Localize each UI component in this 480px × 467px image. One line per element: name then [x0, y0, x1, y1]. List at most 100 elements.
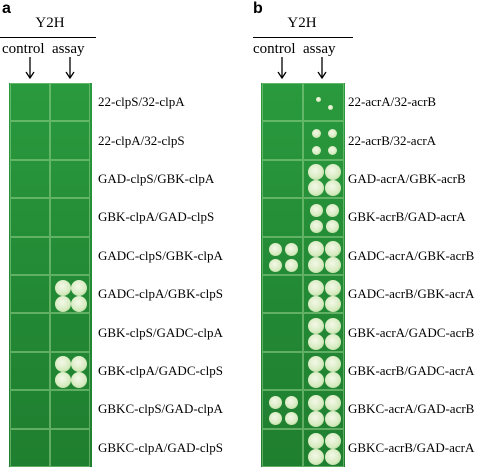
plate-cell-control [10, 390, 50, 429]
plate-cell-control [262, 159, 303, 199]
yeast-colony [324, 180, 341, 197]
yeast-colony [324, 433, 341, 450]
plate-cell-control [262, 198, 303, 237]
plate-cell-control [262, 275, 303, 314]
row-label: GADC-acrA/GBK-acrB [348, 247, 475, 263]
plate-cell-assay [303, 275, 344, 314]
yeast-colony [308, 356, 325, 373]
panel-letter: b [253, 0, 263, 17]
yeast-colony [308, 279, 325, 296]
row-label: GBK-clpA/GADC-clpS [98, 363, 223, 378]
plate-cell-assay [50, 313, 90, 352]
yeast-colony [71, 356, 87, 373]
yeast-colony [71, 279, 87, 296]
yeast-colony [285, 396, 299, 410]
plate-cell-control [10, 275, 50, 314]
yeast-colony [285, 412, 299, 426]
yeast-colony [55, 279, 71, 296]
yeast-colony [311, 129, 321, 139]
yeast-colony [326, 220, 340, 234]
yeast-colony [308, 180, 325, 197]
yeast-colony [308, 372, 325, 389]
row-label: 22-clpS/32-clpA [98, 94, 185, 110]
yeast-colony [324, 295, 341, 312]
row-label: GBK-acrB/GAD-acrA [348, 209, 466, 225]
y2h-header: Y2H [35, 15, 65, 31]
assay-column-label: assay [52, 41, 85, 57]
plate-cell-control [10, 198, 50, 237]
plate-cell-assay [50, 390, 90, 429]
control-column-label: control [253, 41, 296, 57]
plate-cell-assay [303, 236, 344, 275]
yeast-colony [268, 258, 282, 272]
plate-cell-assay [50, 121, 90, 160]
plate-cell-assay [50, 236, 90, 275]
plate-cell-assay [50, 428, 90, 467]
row-label: GAD-clpS/GBK-clpA [98, 171, 215, 186]
yeast-colony [311, 145, 321, 155]
plate-cell-control [10, 313, 50, 352]
plate-cell-control [262, 236, 303, 275]
row-label: GBKC-acrB/GAD-acrA [348, 439, 475, 455]
plate-cell-control [10, 83, 50, 122]
yeast-colony [315, 96, 321, 102]
plate-cell-control [10, 236, 50, 275]
yeast-colony [328, 129, 338, 139]
yeast-plate-image [9, 83, 92, 467]
plate-cell-assay [303, 159, 344, 199]
yeast-colony [324, 279, 341, 296]
yeast-colony [268, 396, 282, 410]
plate-cell-assay [303, 121, 344, 160]
yeast-colony [55, 356, 71, 373]
plate-cell-control [10, 121, 50, 160]
row-label: GBK-clpS/GADC-clpA [98, 324, 223, 340]
plate-cell-control [262, 351, 303, 391]
yeast-colony [324, 372, 341, 389]
header-rule [0, 37, 96, 38]
yeast-colony [324, 449, 341, 466]
panel-letter: a [2, 0, 11, 17]
yeast-colony [324, 241, 341, 258]
plate-cell-assay [303, 428, 344, 467]
yeast-colony [324, 334, 341, 351]
yeast-colony [308, 394, 325, 411]
plate-cell-control [262, 121, 303, 160]
plate-cell-assay [50, 275, 90, 314]
plate-cell-assay [50, 351, 90, 391]
row-label: GBK-clpA/GAD-clpS [98, 209, 215, 225]
yeast-colony [55, 295, 71, 312]
plate-cell-assay [303, 83, 344, 122]
yeast-colony [324, 164, 341, 181]
plate-cell-assay [50, 159, 90, 199]
yeast-colony [324, 317, 341, 334]
down-arrow-icon [277, 57, 287, 79]
down-arrow-icon [65, 57, 75, 79]
down-arrow-icon [317, 57, 327, 79]
plate-cell-assay [303, 390, 344, 429]
yeast-colony [308, 295, 325, 312]
row-label: GADC-clpA/GBK-clpS [98, 286, 223, 302]
plate-cell-assay [303, 313, 344, 352]
yeast-plate-image [261, 83, 345, 467]
plate-cell-assay [303, 198, 344, 237]
yeast-colony [71, 372, 87, 389]
yeast-colony [71, 295, 87, 312]
row-label: GADC-acrB/GBK-acrA [348, 286, 475, 302]
row-label: GBKC-acrA/GAD-acrB [348, 401, 475, 417]
plate-cell-assay [50, 83, 90, 122]
header-rule [253, 37, 353, 38]
plate-cell-assay [303, 351, 344, 391]
plate-cell-control [262, 83, 303, 122]
yeast-colony [268, 242, 282, 256]
row-label: 22-clpA/32-clpS [98, 132, 185, 148]
row-label: GADC-clpS/GBK-clpA [98, 247, 223, 263]
yeast-colony [308, 449, 325, 466]
yeast-colony [308, 334, 325, 351]
row-label: 22-acrB/32-acrA [348, 132, 437, 148]
yeast-colony [308, 410, 325, 427]
plate-cell-control [262, 390, 303, 429]
row-label: GBKC-clpA/GAD-clpS [98, 439, 223, 455]
assay-column-label: assay [303, 41, 336, 57]
yeast-colony [324, 410, 341, 427]
yeast-colony [309, 220, 323, 234]
